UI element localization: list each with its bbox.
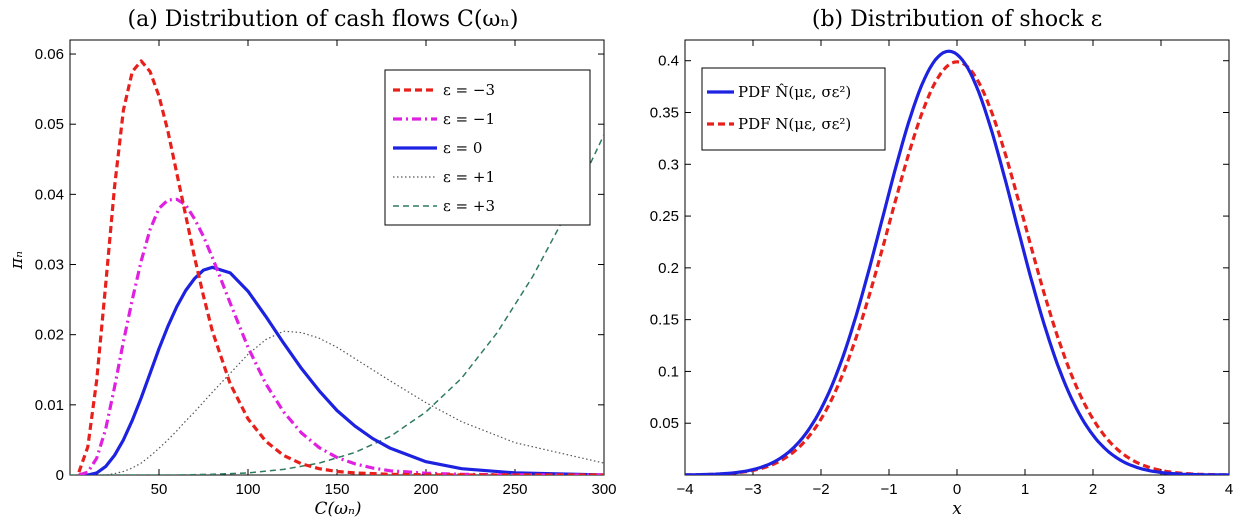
- chart-b-y-tick-label: 0.2: [658, 260, 679, 277]
- chart-a-legend-label: ε = +3: [443, 197, 495, 215]
- chart-b-legend-label: PDF N̂(με, σε²): [738, 83, 851, 101]
- chart-a-legend: ε = −3 ε = −1 ε = 0 ε = +1 ε = +3: [384, 69, 591, 226]
- chart-a-x-tick-label: 50: [151, 481, 168, 498]
- chart-a: (a) Distribution of cash flows C(ωₙ) 50 1…: [7, 7, 617, 519]
- chart-b-series-line-1: [685, 60, 1229, 475]
- chart-a-series-line-1: [78, 197, 604, 475]
- chart-b-x-tick-label: 3: [1157, 481, 1165, 498]
- chart-a-y-tick-label: 0.03: [35, 257, 64, 274]
- chart-b-x-tick-label: −2: [812, 481, 829, 498]
- chart-a-series-line-2: [78, 265, 604, 475]
- chart-a-series-line-0: [77, 59, 604, 475]
- chart-b-y-tick-label: 0.3: [658, 156, 679, 173]
- chart-a-y-tick-label: 0.04: [35, 186, 64, 203]
- chart-a-y-tick-label: 0.05: [35, 116, 64, 133]
- chart-b-series-line-0: [685, 49, 1229, 475]
- chart-b-y-tick-label: 0.05: [650, 415, 679, 432]
- chart-a-title: (a) Distribution of cash flows C(ωₙ): [128, 7, 519, 32]
- chart-b-x-tick-label: −4: [676, 481, 693, 498]
- chart-a-y-tick-label: 0: [56, 467, 64, 484]
- chart-b-legend-box: [701, 67, 886, 151]
- chart-b-x-tick-label: 1: [1021, 481, 1029, 498]
- chart-a-y-tick-label: 0.02: [35, 327, 64, 344]
- chart-a-x-axis-label: C(ωₙ): [314, 499, 361, 519]
- chart-a-legend-label: ε = +1: [443, 168, 495, 186]
- chart-b-x-tick-label: 0: [953, 481, 961, 498]
- chart-b-x-tick-label: −3: [744, 481, 761, 498]
- chart-a-x-tick-label: 250: [502, 481, 527, 498]
- chart-a-y-tick-label: 0.01: [35, 397, 64, 414]
- chart-a-y-tick-label: 0.06: [35, 46, 64, 63]
- chart-a-x-tick-label: 200: [413, 481, 438, 498]
- chart-b-x-axis-label: x: [952, 499, 962, 519]
- chart-b-y-tick-label: 0.25: [650, 208, 679, 225]
- chart-b: (b) Distribution of shock ε −4 −3 −2 −1 0 1 2 3…: [650, 7, 1233, 519]
- chart-b-y-tick-label: 0.4: [658, 53, 679, 70]
- chart-b-y-tick-label: 0.1: [658, 363, 679, 380]
- chart-a-legend-label: ε = 0: [443, 139, 482, 157]
- chart-a-y-axis-label: πₙ: [7, 251, 27, 270]
- chart-b-x-tick-label: 2: [1089, 481, 1097, 498]
- chart-a-legend-label: ε = −1: [443, 110, 495, 128]
- chart-b-title: (b) Distribution of shock ε: [812, 7, 1102, 32]
- chart-b-x-tick-label: −1: [880, 481, 897, 498]
- chart-a-x-tick-label: 300: [591, 481, 616, 498]
- chart-a-legend-label: ε = −3: [443, 81, 495, 99]
- chart-b-legend-label: PDF N(με, σε²): [738, 115, 851, 133]
- chart-b-legend: PDF N̂(με, σε²) PDF N(με, σε²): [701, 67, 886, 151]
- chart-a-x-tick-label: 150: [324, 481, 349, 498]
- chart-a-x-tick-label: 100: [235, 481, 260, 498]
- chart-b-y-tick-label: 0.15: [650, 312, 679, 329]
- chart-b-y-tick-label: 0.35: [650, 105, 679, 122]
- chart-b-x-tick-label: 4: [1225, 481, 1233, 498]
